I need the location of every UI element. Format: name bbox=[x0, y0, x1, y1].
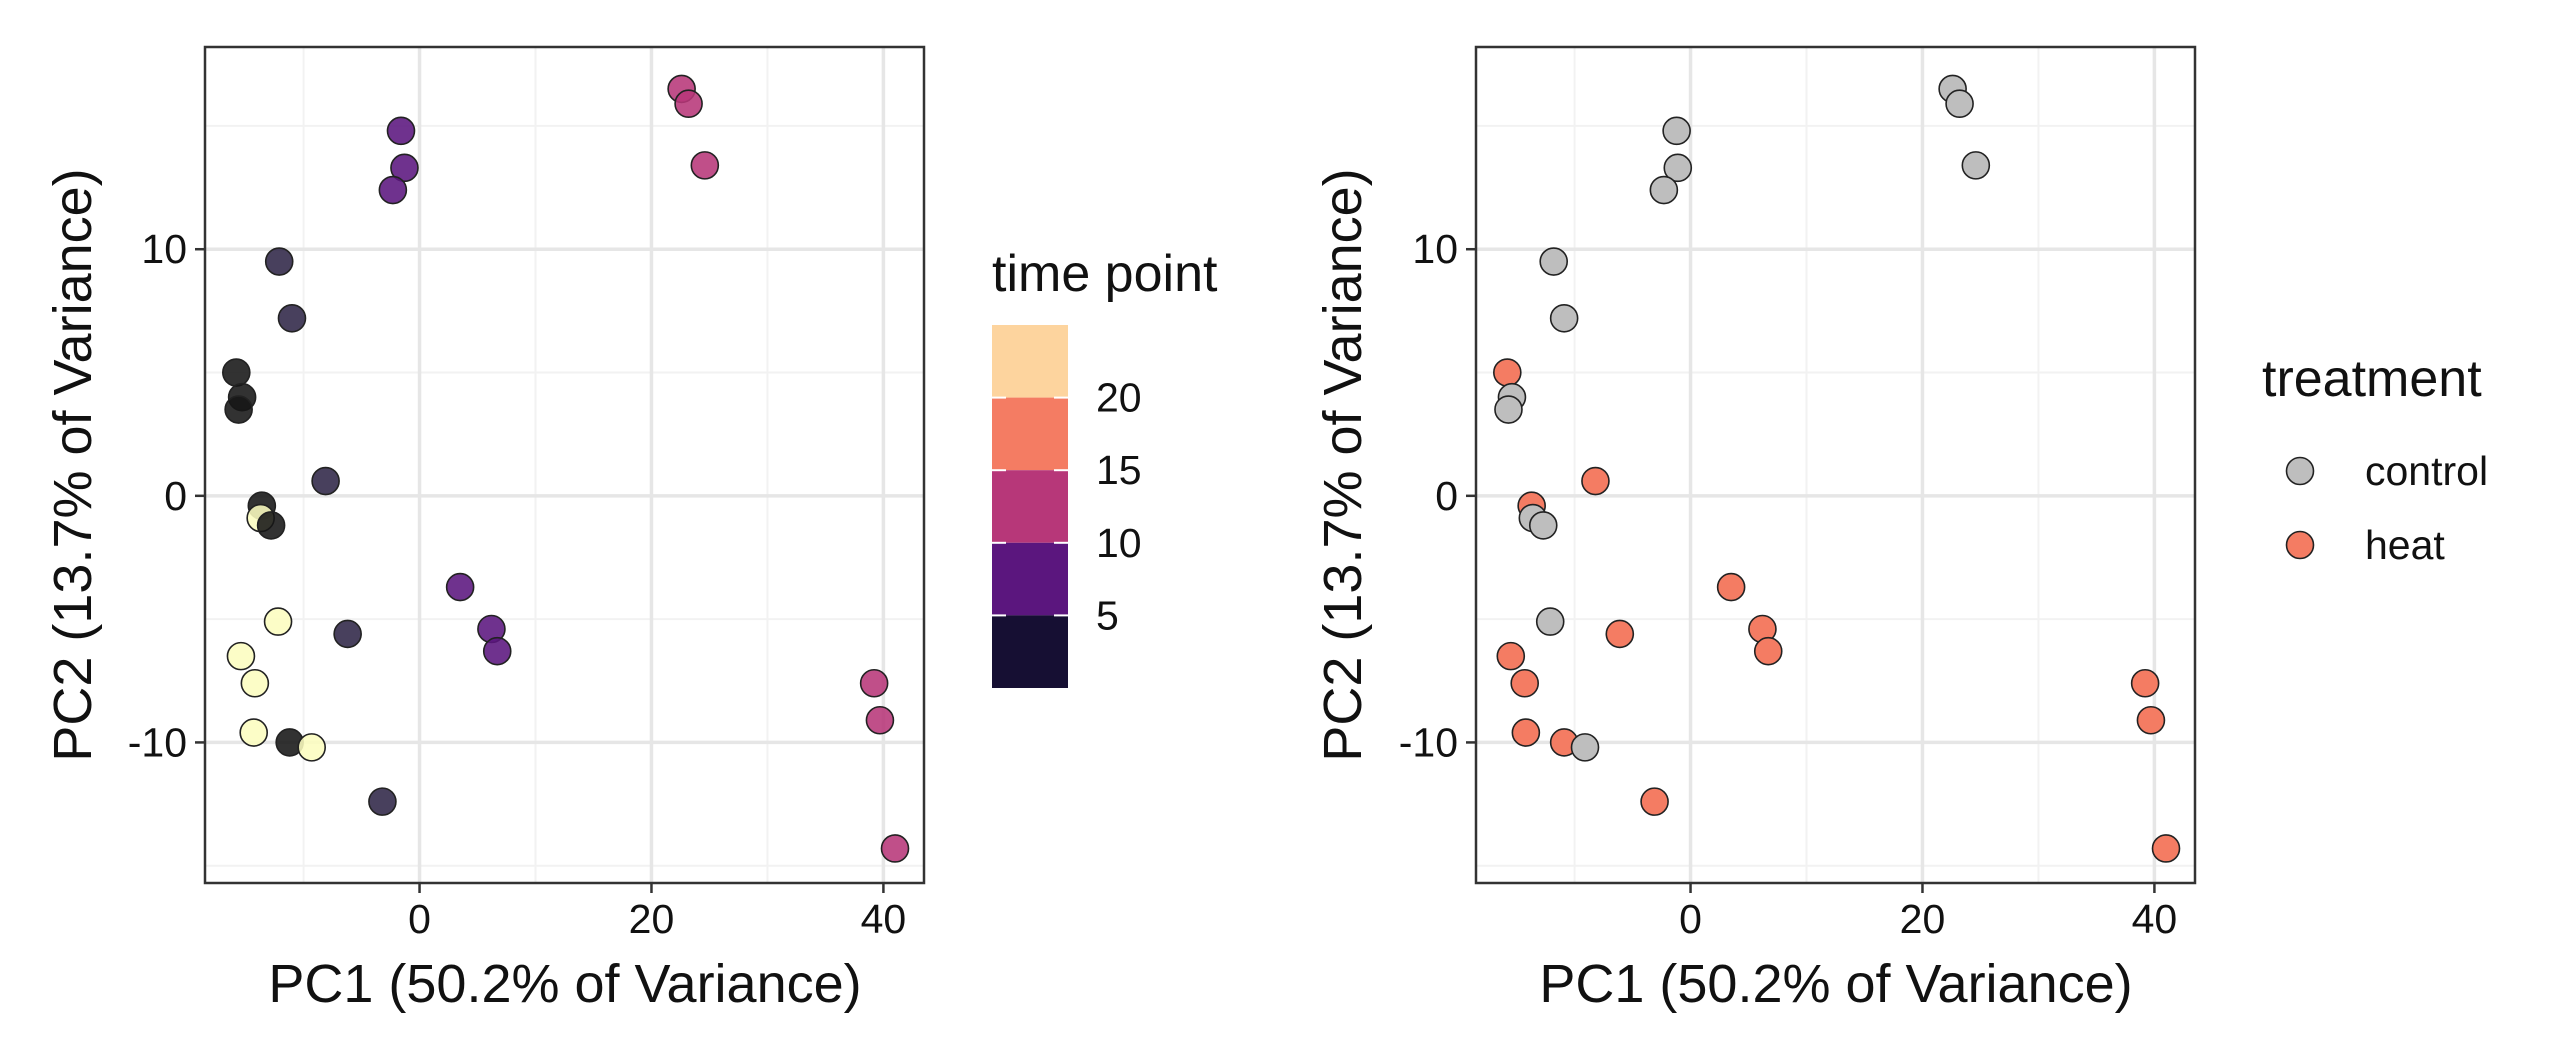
data-point bbox=[2151, 834, 2181, 863]
colorbar-bin bbox=[992, 615, 1068, 688]
data-point bbox=[226, 641, 256, 671]
x-axis-title: PC1 (50.2% of Variance) bbox=[1539, 954, 2132, 1014]
x-tick-label: 20 bbox=[1900, 896, 1946, 942]
data-point bbox=[2130, 668, 2160, 698]
x-tick-label: 20 bbox=[629, 896, 675, 942]
colorbar-label: 20 bbox=[1096, 375, 1142, 421]
plot-panel-2: 0 20 40 -10 0 10 PC1 (50.2% of Variance) PC2 (1… bbox=[1313, 45, 2197, 1014]
y-tick-label: 10 bbox=[1412, 226, 1458, 272]
data-point bbox=[297, 733, 326, 762]
legend-key-control bbox=[2285, 456, 2315, 486]
data-point bbox=[368, 787, 397, 816]
data-point bbox=[1961, 151, 1991, 180]
data-point bbox=[1605, 619, 1635, 649]
data-point bbox=[1945, 89, 1974, 119]
x-tick-label: 0 bbox=[1679, 896, 1702, 942]
x-tick-label: 40 bbox=[861, 896, 907, 942]
y-tick-label: 10 bbox=[141, 226, 187, 272]
data-point bbox=[674, 89, 703, 119]
panel-border bbox=[1474, 45, 2197, 885]
data-point bbox=[256, 511, 286, 540]
x-tick-label: 40 bbox=[2132, 896, 2178, 942]
data-point bbox=[1716, 572, 1746, 602]
data-point bbox=[239, 718, 269, 747]
y-axis-title: PC2 (13.7% of Variance) bbox=[43, 168, 103, 761]
legend-time-point: time point 20 15 10 5 bbox=[992, 245, 1218, 688]
data-point bbox=[1535, 607, 1565, 636]
data-point bbox=[277, 303, 307, 333]
data-point bbox=[1494, 395, 1523, 424]
colorbar-bin bbox=[992, 397, 1068, 471]
y-tick-label: -10 bbox=[1399, 719, 1458, 765]
data-point bbox=[240, 668, 270, 698]
data-point bbox=[224, 395, 253, 424]
data-point bbox=[1581, 466, 1610, 496]
data-point bbox=[859, 668, 889, 698]
data-point bbox=[1640, 787, 1669, 816]
data-point bbox=[865, 705, 895, 735]
data-point bbox=[2136, 705, 2166, 735]
data-point bbox=[333, 619, 362, 649]
data-point bbox=[378, 175, 408, 205]
data-point bbox=[386, 116, 416, 146]
data-point bbox=[1662, 116, 1691, 146]
colorbar-label: 5 bbox=[1096, 592, 1119, 638]
data-point bbox=[311, 466, 340, 496]
data-point bbox=[1570, 733, 1600, 762]
y-tick-label: 0 bbox=[164, 473, 187, 519]
y-tick-label: 0 bbox=[1435, 473, 1458, 519]
data-point bbox=[1528, 511, 1558, 540]
colorbar-label: 10 bbox=[1096, 520, 1142, 566]
y-axis-title: PC2 (13.7% of Variance) bbox=[1313, 168, 1373, 761]
legend-label-heat: heat bbox=[2365, 522, 2445, 568]
data-point bbox=[482, 636, 512, 666]
data-point bbox=[1753, 636, 1783, 666]
x-tick-label: 0 bbox=[408, 896, 431, 942]
data-point bbox=[264, 247, 294, 276]
data-point bbox=[1649, 175, 1679, 205]
legend-title: time point bbox=[992, 245, 1218, 303]
data-point bbox=[1511, 718, 1541, 747]
colorbar-bin bbox=[992, 325, 1068, 398]
data-point bbox=[263, 607, 293, 636]
data-point bbox=[1663, 153, 1693, 183]
data-point bbox=[1496, 641, 1526, 671]
legend-key-heat bbox=[2285, 530, 2315, 560]
data-point bbox=[1539, 247, 1568, 276]
data-point bbox=[222, 358, 251, 387]
y-tick-label: -10 bbox=[128, 719, 187, 765]
legend-title: treatment bbox=[2262, 350, 2482, 408]
colorbar-bin bbox=[992, 542, 1068, 616]
data-point bbox=[1510, 668, 1540, 698]
data-point bbox=[1493, 358, 1522, 387]
data-point bbox=[1549, 303, 1579, 333]
x-axis-title: PC1 (50.2% of Variance) bbox=[268, 954, 861, 1014]
legend-treatment: treatment control heat bbox=[2262, 350, 2488, 568]
legend-label-control: control bbox=[2365, 448, 2488, 494]
plot-panel-1: 0 20 40 -10 0 10 PC1 (50.2% of Variance) PC2 (1… bbox=[43, 45, 926, 1014]
data-point bbox=[880, 834, 910, 863]
colorbar-bin bbox=[992, 470, 1068, 543]
data-point bbox=[445, 572, 475, 602]
panel-border bbox=[203, 45, 926, 885]
colorbar-label: 15 bbox=[1096, 447, 1142, 493]
data-point bbox=[390, 153, 419, 183]
data-point bbox=[690, 151, 720, 180]
